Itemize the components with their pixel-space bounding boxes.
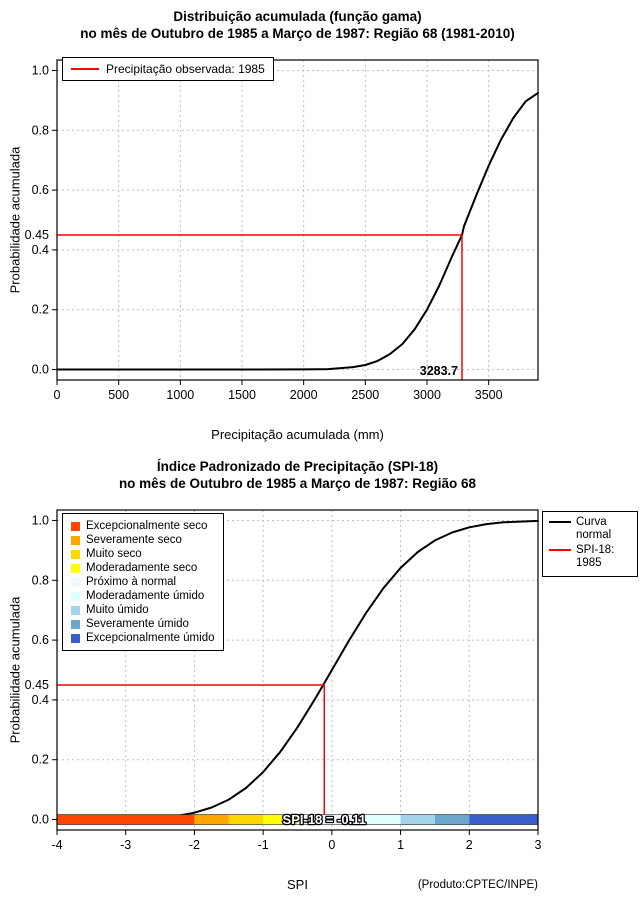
x-axis-label: Precipitação acumulada (mm)	[211, 427, 384, 442]
x-tick-label: 3500	[475, 388, 503, 402]
legend-observed-precipitation: Precipitação observada: 1985	[62, 57, 274, 81]
spi-colorbar-segment	[263, 814, 298, 825]
legend-item: Moderadamente úmido	[71, 589, 215, 603]
x-tick-label: 1	[397, 838, 404, 852]
y-tick-label: 0.2	[32, 303, 49, 317]
legend-line-swatch	[549, 549, 571, 551]
product-credit: (Produto:CPTEC/INPE)	[417, 879, 538, 891]
legend-item: Severamente seco	[71, 533, 215, 547]
legend-item: Precipitação observada: 1985	[71, 62, 265, 76]
spi-colorbar-segment	[297, 814, 367, 825]
x-tick-label: 1500	[228, 388, 256, 402]
legend-item: Excepcionalmente seco	[71, 519, 215, 533]
y-tick-label: 0.4	[32, 693, 49, 707]
y-tick-label: 0.4	[32, 243, 49, 257]
chart-subtitle: no mês de Outubro de 1985 a Março de 198…	[80, 26, 515, 41]
x-tick-label: -4	[51, 838, 62, 852]
y-tick-label: 0.2	[32, 753, 49, 767]
legend-line-swatch	[71, 68, 99, 70]
legend-item: Muito seco	[71, 547, 215, 561]
spi-value-label: SPI-18 = -0.11	[283, 812, 366, 827]
panel-spi: 0.45 SPI-18 = -0.11 -4 -3 -2 -1 0 1 2 3 0.0 0.2 0.4 0…	[0, 450, 640, 900]
reference-y-value: 0.45	[25, 228, 49, 242]
legend-item: Muito úmido	[71, 603, 215, 617]
x-tick-label: 0	[328, 838, 335, 852]
category-label: Próximo à normal	[86, 576, 177, 588]
legend-item: Próximo à normal	[71, 575, 215, 589]
y-axis-label: Probabilidade acumulada	[7, 596, 23, 744]
x-tick-label: 2500	[351, 388, 379, 402]
category-swatch	[71, 563, 80, 573]
category-swatch	[71, 577, 80, 587]
spi-colorbar-segment	[366, 814, 401, 825]
x-tick-label: -3	[120, 838, 131, 852]
x-tick-label: 1000	[166, 388, 194, 402]
chart-title: Índice Padronizado de Precipitação (SPI-…	[156, 459, 439, 474]
legend-line-swatch	[549, 521, 571, 523]
category-label: Muito úmido	[86, 604, 149, 616]
x-tick-label: 2	[466, 838, 473, 852]
category-label: Moderadamente úmido	[86, 590, 205, 602]
category-label: Excepcionalmente úmido	[86, 632, 215, 644]
spi-colorbar-segment	[228, 814, 264, 825]
y-tick-label: 0.8	[32, 123, 49, 137]
x-axis-label: SPI	[287, 877, 308, 892]
category-swatch	[71, 549, 80, 559]
x-tick-label: 3	[535, 838, 542, 852]
chart-title: Distribuição acumulada (função gama)	[173, 9, 422, 24]
y-tick-label: 0.8	[32, 573, 49, 587]
legend-item: Moderadamente seco	[71, 561, 215, 575]
legend-item: Excepcionalmente úmido	[71, 631, 215, 645]
panel-gamma-cdf: 0.45 3283.7 0 500 1000 1500 2000 2500 3000 3500 0.…	[7, 9, 539, 442]
category-label: Moderadamente seco	[86, 562, 198, 574]
plot-border	[56, 59, 539, 381]
spi-colorbar-segment	[469, 814, 538, 825]
reference-y-value: 0.45	[25, 678, 49, 692]
legend-item-label: Precipitação observada: 1985	[106, 62, 265, 76]
plot-border	[56, 509, 539, 831]
category-swatch	[71, 591, 80, 601]
category-swatch	[71, 521, 80, 531]
legend-item: Curva normal	[549, 516, 631, 542]
cdf-curve	[56, 91, 539, 371]
reference-x-value: 3283.7	[420, 364, 458, 378]
gamma-cdf-chart: 0.45 3283.7 0 500 1000 1500 2000 2500 3000 3500 0.…	[25, 59, 539, 402]
x-tick-label: 500	[108, 388, 129, 402]
legend-spi-categories: Excepcionalmente seco Severamente seco M…	[62, 513, 224, 651]
spi-colorbar-segment	[194, 814, 229, 825]
category-label: Muito seco	[86, 548, 142, 560]
x-tick-label: -1	[258, 838, 269, 852]
category-label: Severamente úmido	[86, 618, 189, 630]
category-label: Excepcionalmente seco	[86, 520, 208, 532]
chart-subtitle: no mês de Outubro de 1985 a Março de 198…	[118, 476, 477, 491]
spi-colorbar-segment	[400, 814, 435, 825]
x-tick-label: 3000	[413, 388, 441, 402]
y-tick-label: 0.0	[32, 813, 49, 827]
category-swatch	[71, 633, 80, 643]
y-tick-label: 1.0	[32, 513, 49, 527]
y-tick-label: 0.6	[32, 633, 49, 647]
y-tick-label: 1.0	[32, 63, 49, 77]
x-tick-label: 2000	[290, 388, 318, 402]
category-swatch	[71, 619, 80, 629]
x-tick-label: -2	[189, 838, 200, 852]
spi-colorbar-segment	[57, 814, 195, 825]
category-swatch	[71, 535, 80, 545]
category-swatch	[71, 605, 80, 615]
category-label: Severamente seco	[86, 534, 182, 546]
legend-item: Severamente úmido	[71, 617, 215, 631]
spi-chart: 0.45 SPI-18 = -0.11 -4 -3 -2 -1 0 1 2 3 0.0 0.2 0.4 0…	[25, 509, 542, 852]
y-axis-label: Probabilidade acumulada	[7, 146, 23, 294]
y-tick-label: 0.0	[32, 363, 49, 377]
y-tick-label: 0.6	[32, 183, 49, 197]
legend-item: SPI-18: 1985	[549, 544, 631, 570]
legend-curves: Curva normal SPI-18: 1985	[542, 511, 638, 577]
spi-colorbar-segment	[434, 814, 470, 825]
legend-item-label: SPI-18: 1985	[576, 544, 615, 569]
x-tick-label: 0	[54, 388, 61, 402]
legend-item-label: Curva normal	[576, 516, 612, 541]
